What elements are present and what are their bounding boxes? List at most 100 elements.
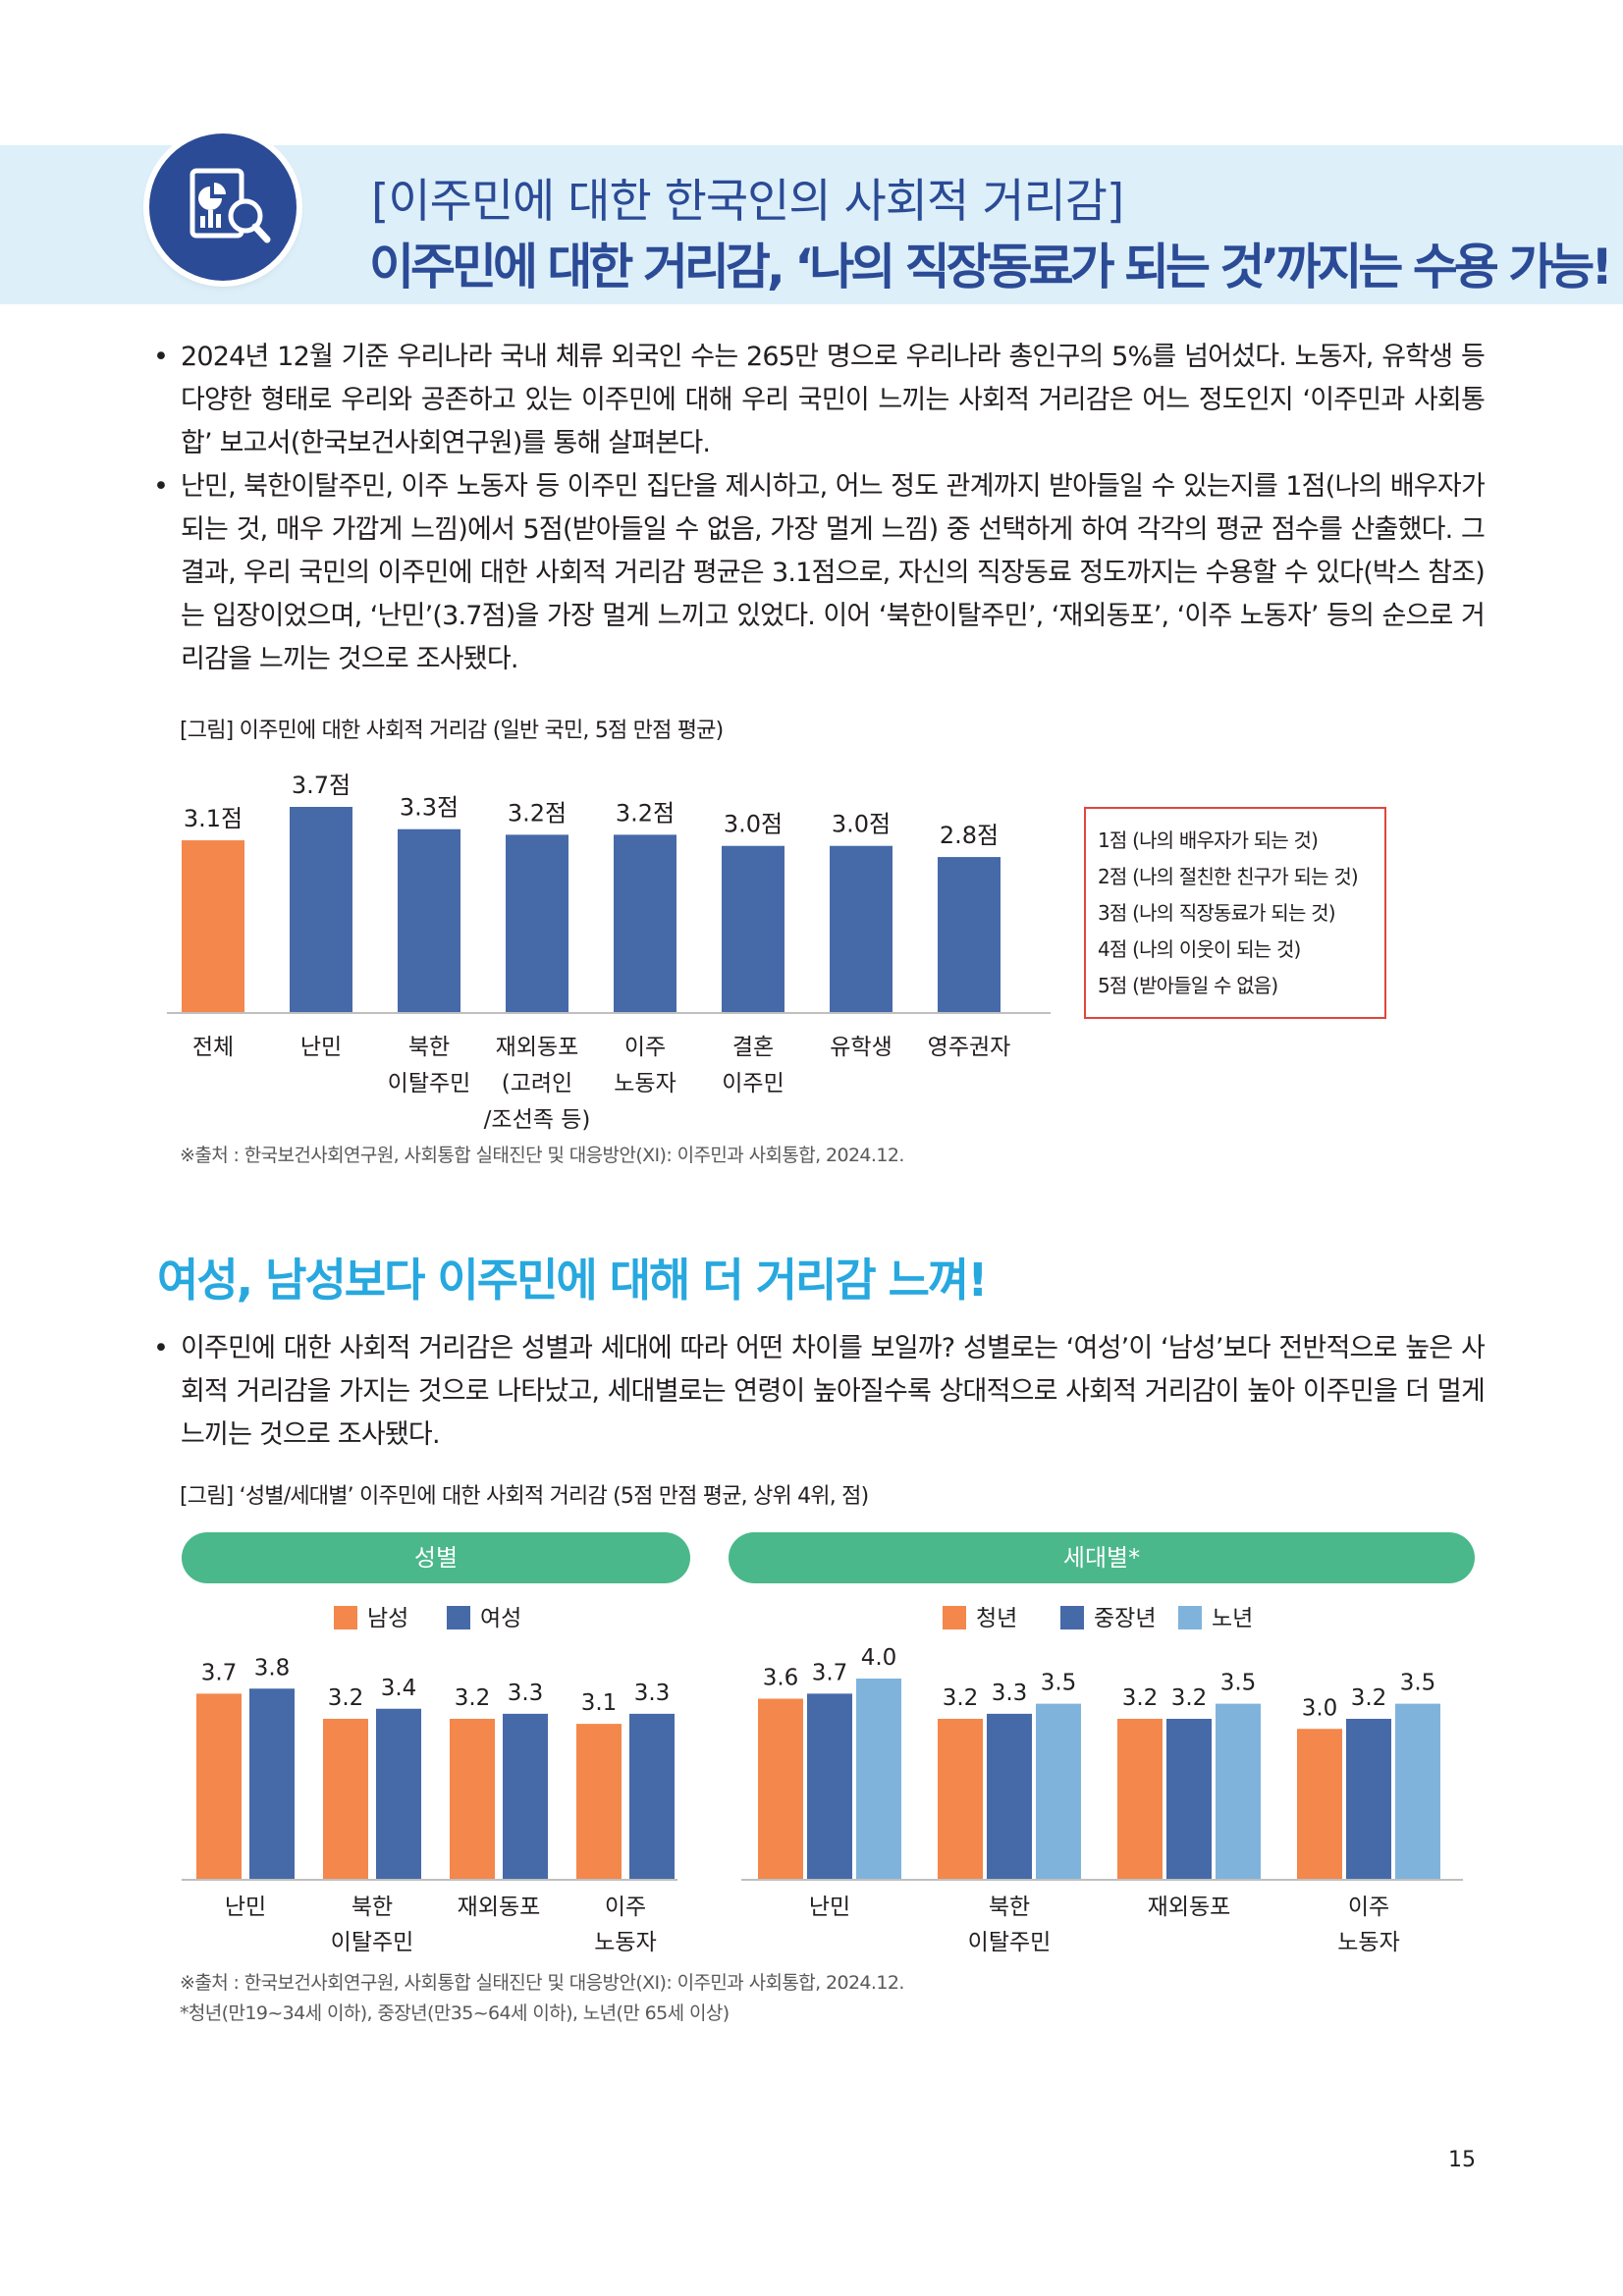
category-label: 북한	[352, 1895, 393, 1920]
bar	[987, 1713, 1032, 1880]
data-label: 3.2	[1171, 1685, 1208, 1711]
bar	[506, 834, 568, 1013]
bar	[249, 1688, 295, 1880]
report-analysis-icon	[149, 133, 297, 281]
intro-bullet-2: 난민, 북한이탈주민, 이주 노동자 등 이주민 집단을 제시하고, 어느 정도…	[149, 465, 1486, 681]
bar	[1346, 1719, 1391, 1880]
scale-legend-box: 1점 (나의 배우자가 되는 것) 2점 (나의 절친한 친구가 되는 것) 3…	[1084, 807, 1386, 1019]
bar	[1297, 1729, 1342, 1880]
page-number: 15	[1448, 2148, 1476, 2172]
category-label: 이탈주민	[388, 1071, 471, 1096]
scale-legend-item: 2점 (나의 절친한 친구가 되는 것)	[1098, 865, 1359, 888]
bar	[1117, 1719, 1163, 1880]
bar	[856, 1679, 901, 1880]
section2-title: 여성, 남성보다 이주민에 대해 더 거리감 느껴!	[157, 1254, 988, 1307]
gender-distance-chart: 남성 여성 3.7 3.8 난민 3.2 3.4 북한이탈주민 3.2 3.3 재외동포 3.1 3.3…	[182, 1606, 677, 1955]
scale-legend-item: 5점 (받아들일 수 없음)	[1098, 974, 1278, 997]
category-label: 결혼	[732, 1035, 774, 1060]
data-label: 3.6	[763, 1666, 799, 1691]
bar	[1166, 1719, 1212, 1880]
intro-bullet-list: 2024년 12월 기준 우리나라 국내 체류 외국인 수는 265만 명으로 …	[149, 336, 1486, 681]
data-label: 3.2	[328, 1685, 364, 1711]
category-label: /조선족 등)	[484, 1107, 591, 1133]
data-label: 3.2	[943, 1685, 979, 1711]
legend-label: 남성	[367, 1606, 408, 1631]
category-label: 재외동포	[458, 1895, 541, 1920]
data-label: 3.7	[812, 1660, 848, 1685]
legend-label: 청년	[976, 1606, 1017, 1631]
section2-bullet: 이주민에 대한 사회적 거리감은 성별과 세대에 따라 어떤 차이를 보일까? …	[149, 1327, 1486, 1457]
bar	[398, 828, 460, 1013]
bar	[1395, 1703, 1440, 1880]
figure2-source: ※출처 : 한국보건사회연구원, 사회통합 실태진단 및 대응방안(XI): 이…	[180, 1972, 904, 1994]
data-label: 3.2점	[508, 799, 567, 827]
data-label: 3.0점	[832, 811, 891, 838]
scale-legend-item: 1점 (나의 배우자가 되는 것)	[1098, 828, 1319, 852]
bar	[722, 845, 784, 1013]
scale-legend-item: 3점 (나의 직장동료가 되는 것)	[1098, 901, 1336, 925]
bar	[576, 1724, 622, 1880]
data-label: 3.2	[1122, 1685, 1159, 1711]
category-label: (고려인	[502, 1071, 572, 1096]
data-label: 3.3	[992, 1681, 1028, 1706]
category-label: 재외동포	[1148, 1895, 1231, 1920]
category-label: 노동자	[1337, 1930, 1399, 1955]
legend-swatch	[1060, 1606, 1084, 1629]
data-label: 3.3점	[400, 794, 459, 822]
category-label: 노동자	[594, 1930, 656, 1955]
legend-label: 여성	[480, 1606, 521, 1631]
data-label: 3.1점	[184, 805, 243, 832]
category-label: 난민	[225, 1895, 266, 1920]
data-label: 3.1	[581, 1690, 618, 1716]
scale-legend-item: 4점 (나의 이웃이 되는 것)	[1098, 937, 1301, 961]
generation-pill: 세대별*	[729, 1532, 1475, 1583]
data-label: 4.0	[861, 1645, 897, 1671]
data-label: 3.5	[1220, 1671, 1257, 1696]
bar	[614, 834, 676, 1013]
data-label: 3.5	[1041, 1671, 1077, 1696]
generation-distance-chart: 청년 중장년 노년 3.6 3.7 4.0 난민 3.2 3.3 3.5 북한이탈주민 3.2 3.2 3…	[741, 1606, 1463, 1955]
bar	[629, 1713, 675, 1880]
category-label: 이주	[605, 1895, 646, 1920]
gender-pill: 성별	[182, 1532, 690, 1583]
data-label: 3.5	[1400, 1671, 1436, 1696]
legend-label: 중장년	[1094, 1606, 1156, 1631]
category-label: 북한	[408, 1035, 450, 1060]
legend-label: 노년	[1212, 1606, 1253, 1631]
bar	[807, 1693, 852, 1880]
intro-bullet-1: 2024년 12월 기준 우리나라 국내 체류 외국인 수는 265만 명으로 …	[149, 336, 1486, 465]
figure1-source: ※출처 : 한국보건사회연구원, 사회통합 실태진단 및 대응방안(XI): 이…	[180, 1145, 904, 1166]
category-label: 노동자	[614, 1071, 676, 1096]
legend-swatch	[447, 1606, 470, 1629]
bar	[938, 1719, 983, 1880]
data-label: 3.2	[455, 1685, 491, 1711]
data-label: 3.2점	[616, 799, 675, 827]
category-label: 이주	[1348, 1895, 1389, 1920]
figure2-footnote: *청년(만19~34세 이하), 중장년(만35~64세 이하), 노년(만 6…	[180, 2002, 730, 2024]
category-label: 전체	[192, 1035, 234, 1060]
data-label: 3.4	[381, 1676, 417, 1701]
legend-swatch	[943, 1606, 966, 1629]
category-label: 이탈주민	[331, 1930, 414, 1955]
data-label: 3.8	[254, 1655, 291, 1681]
category-label: 이주	[624, 1035, 666, 1060]
category-label: 재외동포	[496, 1035, 579, 1060]
header-subtitle: 이주민에 대한 거리감, ‘나의 직장동료가 되는 것’까지는 수용 가능!	[369, 239, 1613, 295]
category-label: 북한	[989, 1895, 1030, 1920]
category-label: 이탈주민	[968, 1930, 1052, 1955]
bar	[290, 807, 352, 1013]
bar	[503, 1713, 548, 1880]
legend-swatch	[1178, 1606, 1202, 1629]
data-label: 3.0점	[724, 811, 783, 838]
bar	[182, 840, 244, 1013]
data-label: 3.0	[1302, 1695, 1338, 1721]
figure2-caption: [그림] ‘성별/세대별’ 이주민에 대한 사회적 거리감 (5점 만점 평균,…	[180, 1484, 869, 1509]
legend-swatch	[334, 1606, 357, 1629]
data-label: 3.3	[508, 1681, 544, 1706]
category-label: 난민	[809, 1895, 850, 1920]
bar	[830, 845, 893, 1013]
data-label: 3.3	[634, 1681, 671, 1706]
category-label: 유학생	[830, 1035, 892, 1060]
data-label: 3.2	[1351, 1685, 1387, 1711]
